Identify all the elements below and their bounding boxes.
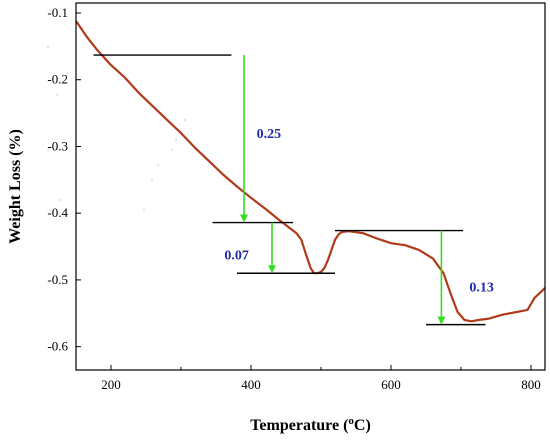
- x-tick-label: 800: [521, 377, 541, 392]
- noise-dot: [47, 46, 49, 48]
- y-tick-label: -0.5: [47, 272, 68, 287]
- step-label: 0.13: [469, 281, 494, 296]
- noise-dot: [184, 119, 186, 121]
- y-axis-title: Weight Loss (%): [7, 129, 24, 244]
- x-tick-label: 600: [381, 377, 401, 392]
- noise-dot: [56, 94, 58, 96]
- step-arrow-head: [437, 316, 446, 325]
- y-tick-label: -0.4: [47, 205, 68, 220]
- noise-dot: [143, 209, 145, 211]
- noise-dots: [47, 46, 186, 211]
- y-tick-label: -0.2: [47, 72, 68, 87]
- noise-dot: [151, 179, 153, 181]
- y-tick-label: -0.1: [47, 5, 68, 20]
- step-arrow-head: [240, 214, 248, 223]
- x-axis-ticks: 200 400 600 800: [101, 365, 541, 392]
- y-axis-ticks: -0.1 -0.2 -0.3 -0.4 -0.5 -0.6: [47, 5, 81, 354]
- step-arrow-head: [268, 265, 276, 274]
- noise-dot: [47, 149, 49, 151]
- step-label: 0.07: [224, 249, 249, 264]
- step-label: 0.25: [257, 127, 282, 142]
- y-tick-label: -0.3: [47, 138, 68, 153]
- x-tick-label: 400: [241, 377, 261, 392]
- noise-dot: [157, 164, 159, 166]
- step-annotations: 0.25 0.07 0.13: [93, 54, 494, 326]
- y-tick-label: -0.6: [47, 339, 68, 354]
- noise-dot: [59, 199, 61, 201]
- x-tick-label: 200: [101, 377, 121, 392]
- curve-layer: [75, 20, 546, 323]
- x-axis-title: Temperature (oC): [250, 415, 371, 434]
- noise-dot: [171, 149, 173, 151]
- weight-loss-curve: [75, 20, 546, 323]
- plot-frame: [75, 2, 546, 371]
- noise-dot: [175, 139, 177, 141]
